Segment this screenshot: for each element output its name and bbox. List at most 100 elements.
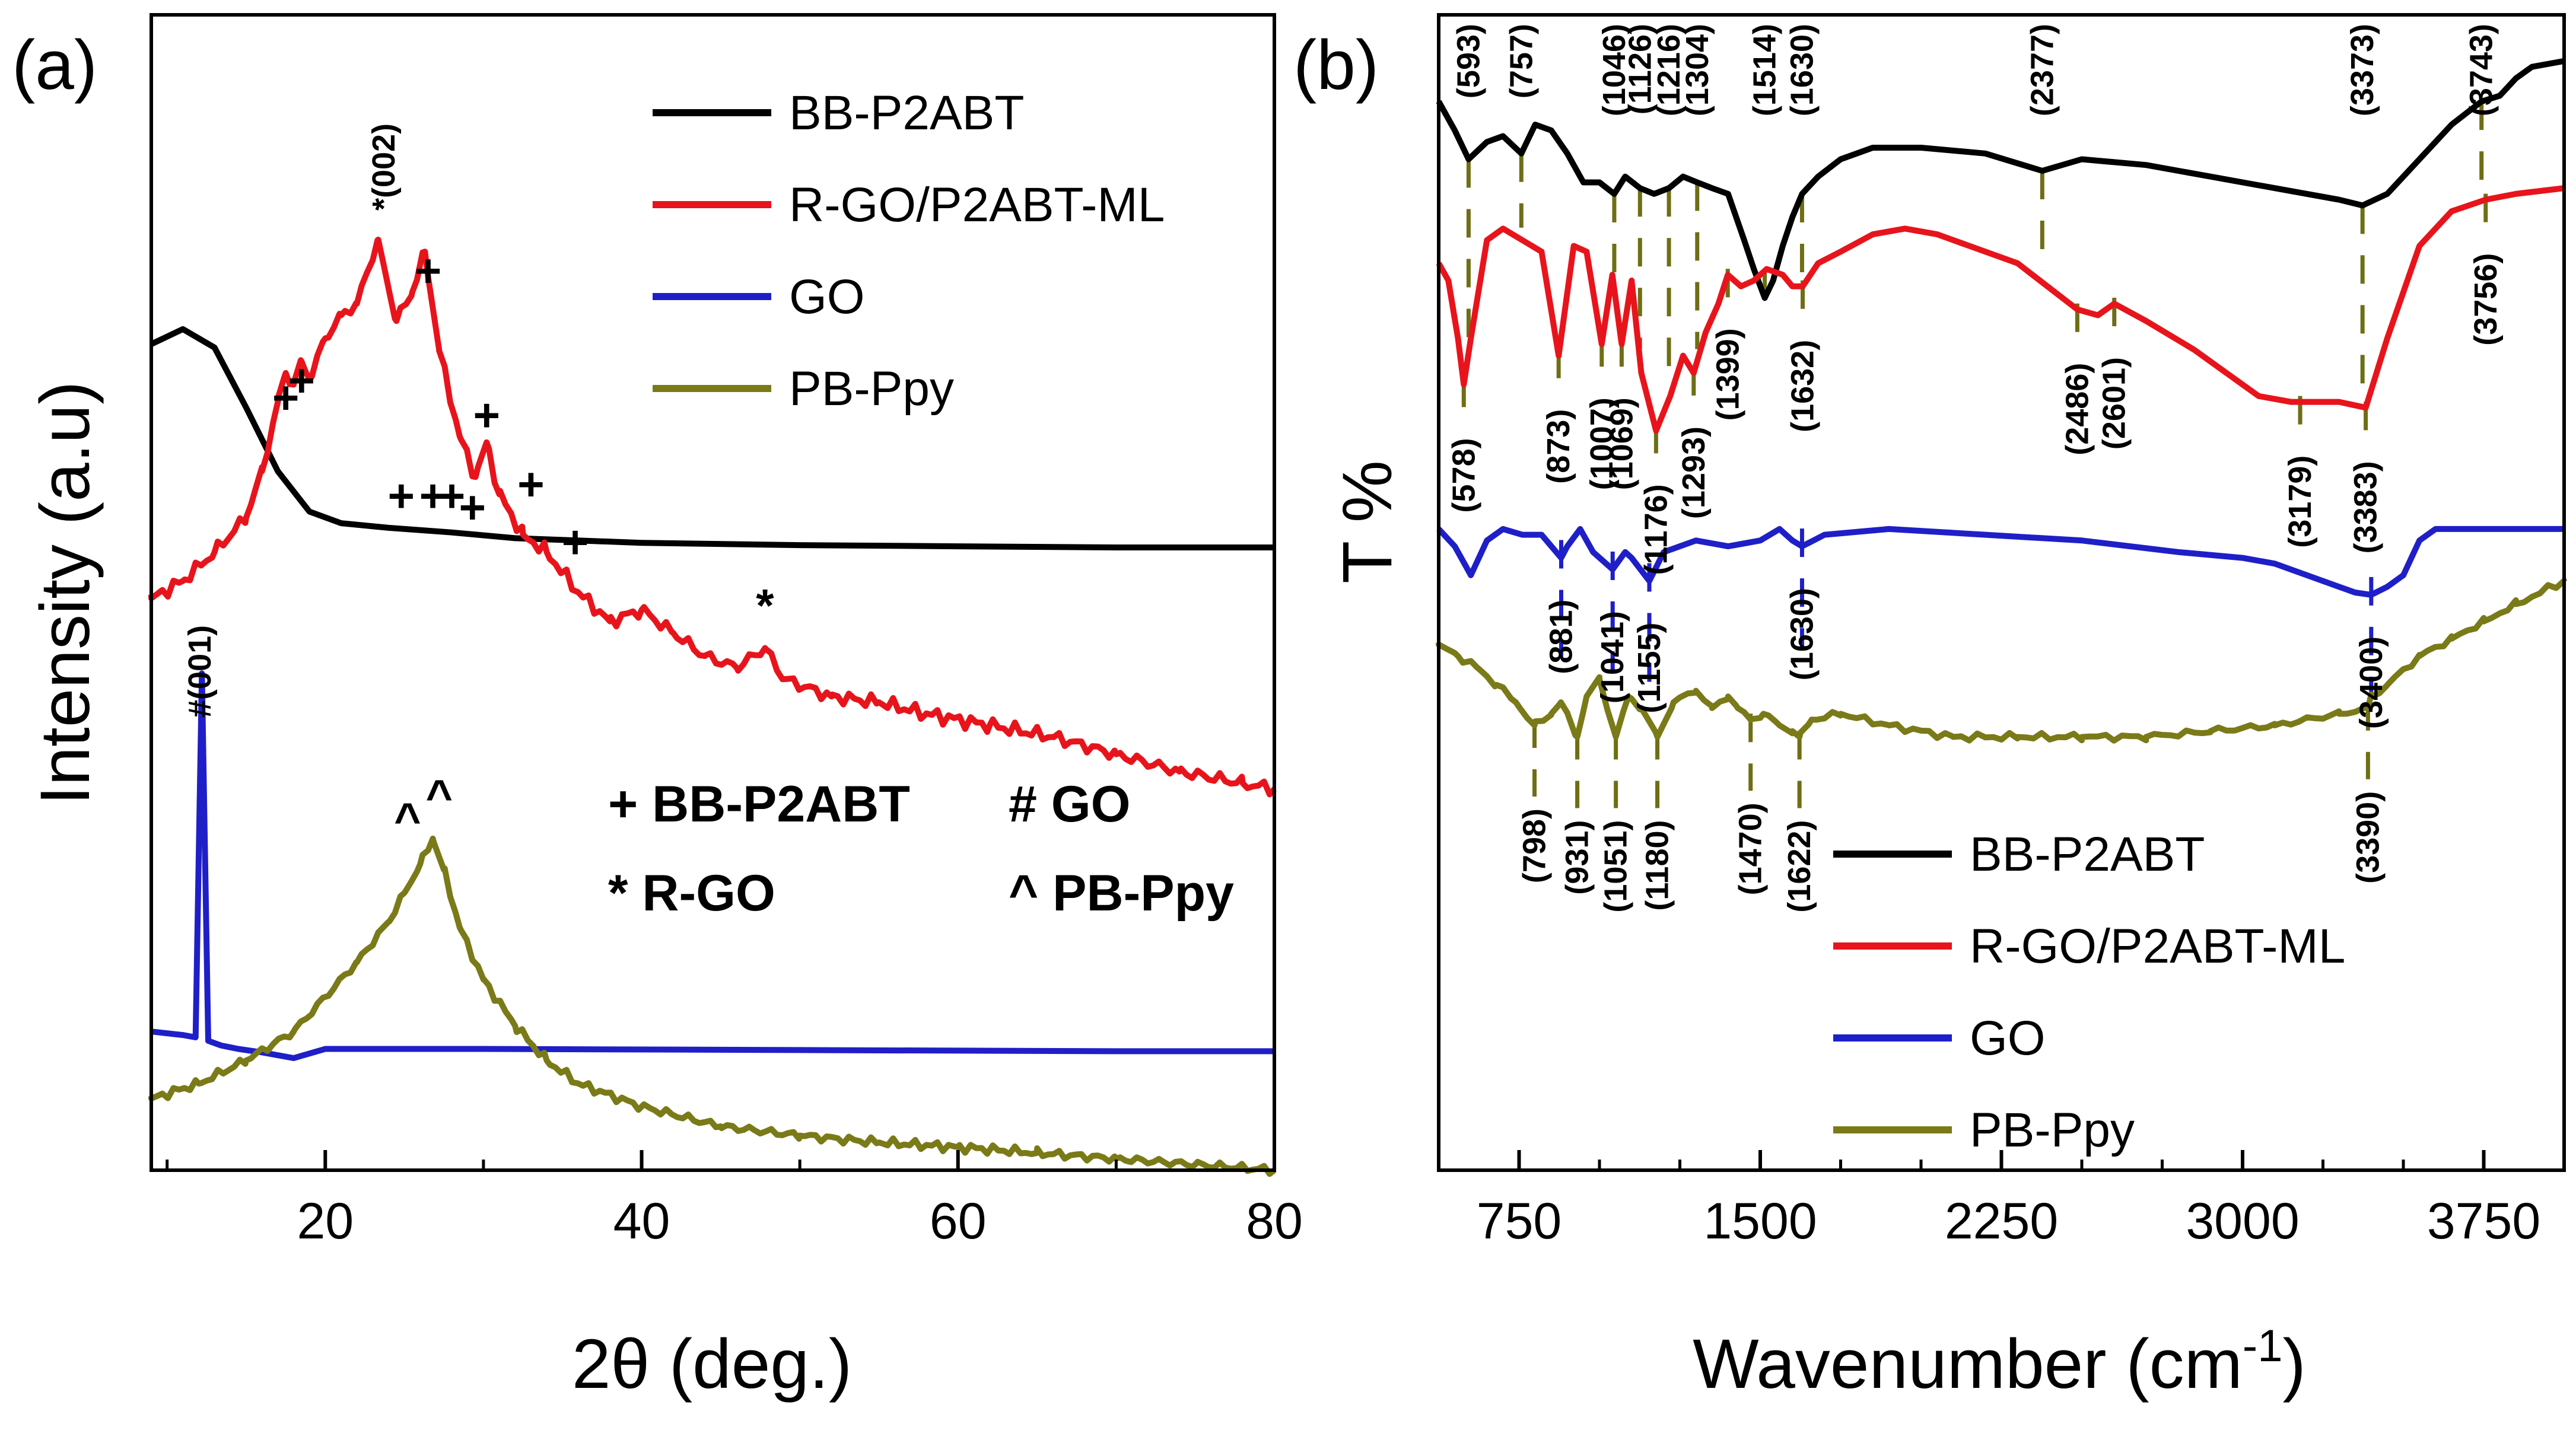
panel-b-series-bb-p2abt [1436, 58, 2565, 301]
panel-a-frame [150, 13, 1276, 1172]
peak-label-go-1630: (1630) [1785, 588, 1820, 680]
peak-label-red-1069: (1069) [1604, 397, 1639, 490]
panel-b-xlabel-superscript: -1 [2243, 1321, 2283, 1371]
bb-marker-1: + [288, 354, 316, 406]
panel-a-ticks: 20 40 60 80 [166, 1150, 1303, 1250]
marker-legend-ppy: ^ PB-Ppy [1009, 865, 1234, 922]
panel-b-label: (b) [1293, 26, 1379, 104]
panel-a-xtick-label-20: 20 [297, 1193, 354, 1250]
panel-a-legend-label-go: GO [789, 270, 865, 324]
bb-marker-6: + [419, 470, 447, 522]
panel-b-xlabel-main: Wavenumber (cm [1693, 1325, 2243, 1403]
panel-b-legend-label-go: GO [1970, 1011, 2046, 1065]
panel-b-xtick-label-1500: 1500 [1703, 1193, 1817, 1250]
peak-label-red-2601: (2601) [2097, 357, 2132, 450]
panel-a-series-r-go-p2abt-ml [148, 237, 1277, 798]
panel-a: (a) ++++++ ++++*^ ^ BB-P2ABTR-GO/P2ABT-MLG… [12, 13, 1303, 1403]
ppy-marker-1: ^ [425, 770, 453, 822]
panel-b-series-go [1436, 525, 2564, 598]
panel-a-markers: ++++++ ++++*^ ^ [272, 244, 774, 845]
peak-label-red-1176: (1176) [1638, 484, 1674, 575]
bb-marker-0: + [272, 371, 300, 423]
panel-a-label: (a) [12, 26, 97, 104]
peak-label-go-1155: (1155) [1632, 623, 1667, 714]
peak-label-ppy-3390: (3390) [2350, 791, 2386, 884]
panel-b-xtick-label-750: 750 [1477, 1193, 1562, 1250]
ppy-marker-0: ^ [394, 793, 421, 845]
bb-marker-5: + [387, 470, 415, 522]
panel-a-legend-label-bb-p2abt: BB-P2ABT [789, 86, 1024, 140]
panel-a-legend-label-r-go-p2abt-ml: R-GO/P2ABT-ML [789, 178, 1165, 232]
rgo-002-peak-label: *(002) [366, 123, 402, 211]
peak-label-go-3400: (3400) [2354, 636, 2389, 729]
panel-a-xtick-label-80: 80 [1246, 1193, 1303, 1250]
panel-a-marker-legend: + BB-P2ABT # GO * R-GO ^ PB-Ppy [608, 776, 1234, 922]
bb-marker-8: + [459, 481, 486, 533]
panel-a-xlabel: 2θ (deg.) [572, 1325, 852, 1403]
peak-label-top-2377: (2377) [2024, 24, 2060, 116]
rgo-marker-0: * [756, 579, 774, 632]
panel-b-ylabel: T % [1328, 460, 1407, 584]
marker-legend-go: # GO [1009, 776, 1131, 833]
panel-a-xtick-label-40: 40 [613, 1193, 670, 1250]
go-001-peak-label: #(001) [182, 625, 218, 718]
panel-b-xtick-label-2250: 2250 [1945, 1193, 2058, 1250]
peak-label-go-881: (881) [1544, 600, 1579, 674]
peak-label-ppy-1470: (1470) [1733, 802, 1769, 895]
bb-marker-9: + [562, 516, 589, 568]
peak-label-top-1514: (1514) [1747, 24, 1783, 116]
bb-marker-7: + [438, 470, 466, 522]
panel-b-legend: BB-P2ABT R-GO/P2ABT-ML GO PB-Ppy [1833, 827, 2345, 1157]
peak-label-top-1046: (1046) [1597, 24, 1632, 116]
panel-b-series-pb-ppy [1436, 578, 2567, 744]
panel-a-ylabel: Intensity (a.u) [26, 381, 104, 805]
marker-legend-bb: + BB-P2ABT [608, 776, 910, 833]
marker-legend-rgo: * R-GO [608, 865, 775, 922]
peak-label-red-2486: (2486) [2059, 363, 2095, 456]
panel-b-legend-label-r-go-p2abt-ml: R-GO/P2ABT-ML [1970, 919, 2345, 973]
peak-label-ppy-1180: (1180) [1640, 820, 1675, 911]
peak-label-top-1304: (1304) [1680, 24, 1715, 116]
panel-b-xlabel: Wavenumber (cm-1) [1693, 1321, 2306, 1403]
peak-label-top-1126: (1126) [1622, 24, 1658, 114]
panel-b-xtick-label-3000: 3000 [2186, 1193, 2299, 1250]
peak-label-top-1216: (1216) [1651, 24, 1687, 116]
panel-b-xlabel-close: ) [2283, 1325, 2306, 1403]
panel-b-ticks: 750 1500 2250 3000 3750 [1437, 1150, 2540, 1250]
panel-b-peak-labels: (593) (757) (1046)(1126)(1216)(1304) (1514)… [1446, 24, 2503, 913]
peak-label-ppy-931: (931) [1560, 820, 1595, 895]
panel-b-legend-label-pb-ppy: PB-Ppy [1970, 1103, 2135, 1157]
peak-label-red-1399: (1399) [1710, 328, 1745, 421]
panel-a-series [148, 237, 1277, 1177]
peak-label-red-1293: (1293) [1676, 426, 1712, 519]
panel-a-series-go [151, 670, 1274, 1061]
panel-a-series-bb-p2abt [150, 326, 1274, 550]
peak-label-ppy-798: (798) [1517, 808, 1553, 883]
panel-b: (b) (593) (757) (1046)(1126)(1216)(1304) (1… [1293, 13, 2567, 1403]
panel-a-xtick-label-60: 60 [930, 1193, 987, 1250]
peak-label-top-3373: (3373) [2345, 24, 2380, 116]
peak-label-top-593: (593) [1451, 24, 1486, 98]
panel-a-series-pb-ppy [148, 835, 1277, 1177]
panel-b-xtick-label-3750: 3750 [2427, 1193, 2540, 1250]
panel-b-series-r-go-p2abt-ml [1436, 185, 2565, 434]
peak-label-top-757: (757) [1503, 24, 1539, 98]
peak-label-red-578: (578) [1446, 438, 1481, 512]
peak-label-red-3179: (3179) [2282, 456, 2318, 548]
bb-marker-4: + [517, 458, 545, 510]
panel-b-legend-label-bb-p2abt: BB-P2ABT [1970, 827, 2205, 881]
peak-label-red-873: (873) [1541, 409, 1576, 484]
panel-a-legend: BB-P2ABT R-GO/P2ABT-ML GO PB-Ppy [653, 86, 1165, 416]
peak-label-ppy-1051: (1051) [1598, 820, 1634, 913]
peak-label-red-3756: (3756) [2468, 253, 2504, 346]
panel-b-frame [1437, 13, 2566, 1172]
peak-label-red-3383: (3383) [2348, 461, 2384, 553]
peak-label-red-1632: (1632) [1785, 340, 1821, 432]
bb-marker-2: + [415, 244, 442, 297]
peak-label-red-1007: (1007) [1584, 397, 1620, 490]
panel-a-legend-label-pb-ppy: PB-Ppy [789, 362, 954, 416]
panel-b-series [1436, 58, 2567, 744]
bb-marker-3: + [473, 388, 500, 441]
peak-label-ppy-1622: (1622) [1782, 820, 1817, 913]
